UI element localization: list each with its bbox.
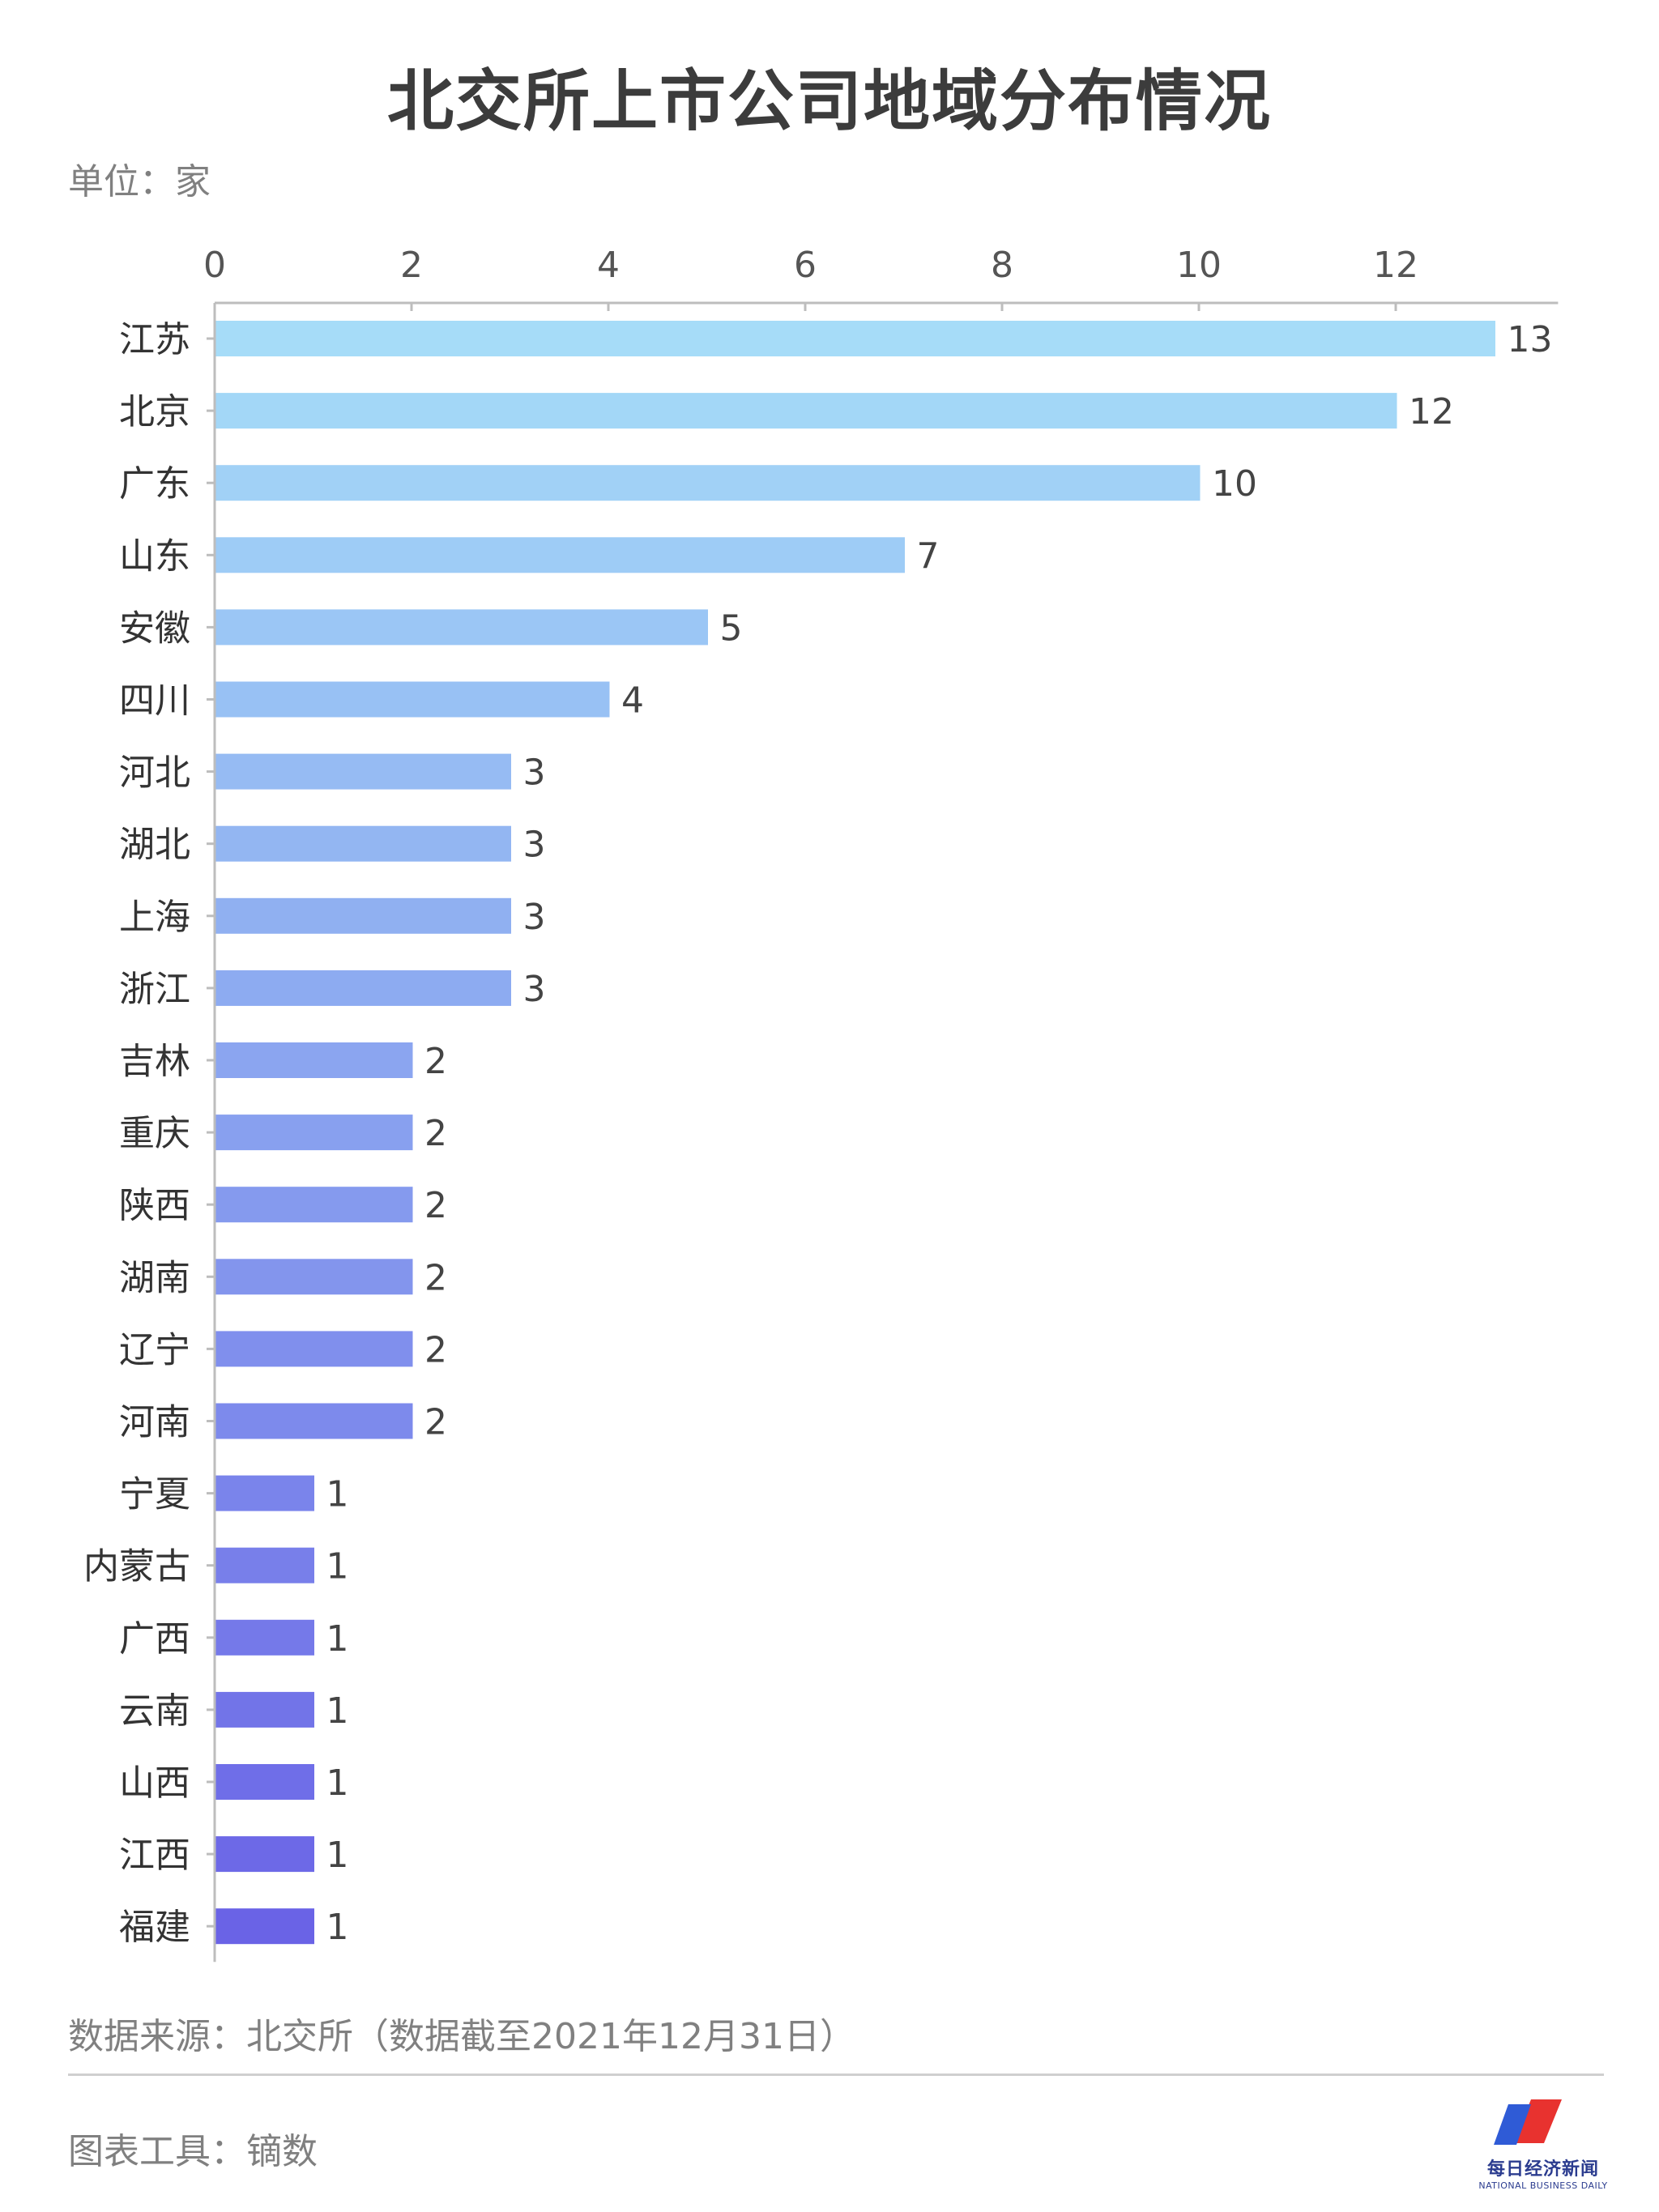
bar xyxy=(215,681,610,718)
x-tick-label: 8 xyxy=(991,245,1013,286)
value-label: 2 xyxy=(424,1402,447,1443)
category-label: 吉林 xyxy=(119,1041,190,1082)
bar xyxy=(215,537,905,573)
value-label: 1 xyxy=(326,1690,349,1732)
category-label: 云南 xyxy=(119,1690,190,1732)
x-tick-label: 10 xyxy=(1176,245,1222,286)
bar-layer: 13 12 10 7 5 4 3 3 3 3 2 2 2 2 2 2 1 1 1 1 1 1 1 xyxy=(215,319,1553,1948)
category-label: 内蒙古 xyxy=(83,1546,190,1588)
category-label: 广东 xyxy=(119,463,190,505)
value-label: 2 xyxy=(424,1113,447,1154)
value-label: 1 xyxy=(326,1762,349,1804)
logo-blue-shape xyxy=(1494,2104,1531,2145)
category-label: 山东 xyxy=(119,535,190,577)
bar xyxy=(215,897,511,934)
x-tick-label: 12 xyxy=(1373,245,1418,286)
value-label: 3 xyxy=(523,969,546,1010)
value-label: 2 xyxy=(424,1041,447,1082)
logo-red-shape xyxy=(1513,2099,1562,2143)
category-label: 福建 xyxy=(119,1907,190,1948)
data-source: 数据来源：北交所（数据截至2021年12月31日） xyxy=(68,2016,855,2057)
value-label: 13 xyxy=(1508,319,1553,360)
logo-text: 每日经济新闻 xyxy=(1486,2159,1599,2180)
value-label: 1 xyxy=(326,1907,349,1948)
bar xyxy=(215,1836,314,1873)
unit-label: 单位：家 xyxy=(68,161,211,202)
bar xyxy=(215,1475,314,1511)
value-label: 10 xyxy=(1212,463,1257,505)
category-label: 山西 xyxy=(119,1762,190,1804)
chart-tool: 图表工具：镝数 xyxy=(68,2131,318,2172)
x-tick-label: 2 xyxy=(400,245,423,286)
category-label: 宁夏 xyxy=(119,1474,190,1515)
bar xyxy=(215,753,511,790)
category-label: 上海 xyxy=(119,897,190,938)
category-label: 广西 xyxy=(119,1618,190,1660)
bar xyxy=(215,1764,314,1800)
bar xyxy=(215,1619,314,1656)
category-label: 陕西 xyxy=(119,1185,190,1226)
bar xyxy=(215,609,708,646)
category-label: 浙江 xyxy=(119,969,190,1010)
value-label: 1 xyxy=(326,1835,349,1876)
bar xyxy=(215,1115,413,1151)
category-label: 湖北 xyxy=(119,825,190,866)
value-label: 12 xyxy=(1409,391,1454,433)
value-label: 3 xyxy=(523,752,546,794)
bar-chart: 0 2 4 6 8 10 12江苏北京广东山东安徽四川河北湖北上海浙江吉林重庆陕西湖南辽宁河… xyxy=(83,245,1559,1963)
footer-divider xyxy=(68,2073,1604,2076)
value-label: 1 xyxy=(326,1474,349,1515)
category-label: 江西 xyxy=(119,1835,190,1876)
category-label: 北京 xyxy=(119,391,190,433)
bar xyxy=(215,1547,314,1583)
value-label: 2 xyxy=(424,1257,447,1298)
nbd-logo-icon xyxy=(1494,2099,1562,2145)
category-label: 安徽 xyxy=(119,607,190,649)
value-label: 3 xyxy=(523,897,546,938)
bar xyxy=(215,1331,413,1367)
bar xyxy=(215,970,511,1006)
bar xyxy=(215,825,511,862)
bar xyxy=(215,465,1201,501)
value-label: 2 xyxy=(424,1185,447,1226)
value-label: 2 xyxy=(424,1329,447,1370)
bar xyxy=(215,321,1495,356)
bar xyxy=(215,1187,413,1223)
bar xyxy=(215,1042,413,1078)
category-label: 湖南 xyxy=(119,1257,190,1298)
x-tick-label: 0 xyxy=(203,245,226,286)
category-label: 河北 xyxy=(119,752,190,794)
bar xyxy=(215,1259,413,1295)
bar xyxy=(215,393,1397,429)
value-label: 7 xyxy=(917,535,940,577)
value-label: 1 xyxy=(326,1546,349,1588)
logo-subtext: NATIONAL BUSINESS DAILY xyxy=(1478,2180,1608,2191)
category-label: 四川 xyxy=(119,680,190,722)
value-label: 3 xyxy=(523,825,546,866)
axis-layer: 0 2 4 6 8 10 12江苏北京广东山东安徽四川河北湖北上海浙江吉林重庆陕西湖南辽宁河… xyxy=(83,245,1559,1963)
value-label: 1 xyxy=(326,1618,349,1660)
category-label: 河南 xyxy=(119,1402,190,1443)
value-label: 5 xyxy=(720,607,743,649)
bar xyxy=(215,1691,314,1728)
bar xyxy=(215,1908,314,1945)
bar xyxy=(215,1403,413,1439)
x-tick-label: 4 xyxy=(597,245,620,286)
category-label: 江苏 xyxy=(119,319,190,360)
category-label: 辽宁 xyxy=(119,1329,190,1370)
value-label: 4 xyxy=(621,680,644,722)
chart-title: 北交所上市公司地域分布情况 xyxy=(386,63,1272,140)
category-label: 重庆 xyxy=(119,1113,190,1154)
x-tick-label: 6 xyxy=(794,245,817,286)
